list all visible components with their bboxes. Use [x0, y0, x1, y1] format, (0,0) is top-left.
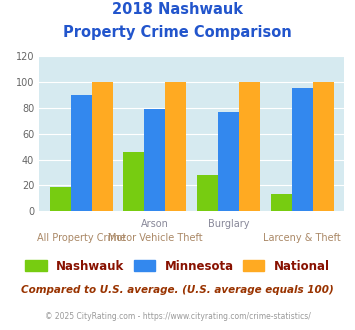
- Bar: [197, 175, 218, 211]
- Bar: [92, 82, 113, 211]
- Bar: [313, 82, 334, 211]
- Bar: [144, 109, 165, 211]
- Text: Motor Vehicle Theft: Motor Vehicle Theft: [108, 233, 202, 243]
- Text: © 2025 CityRating.com - https://www.cityrating.com/crime-statistics/: © 2025 CityRating.com - https://www.city…: [45, 312, 310, 321]
- Bar: [123, 152, 144, 211]
- Bar: [271, 194, 292, 211]
- Bar: [239, 82, 260, 211]
- Bar: [165, 82, 186, 211]
- Text: Property Crime Comparison: Property Crime Comparison: [63, 25, 292, 40]
- Text: Compared to U.S. average. (U.S. average equals 100): Compared to U.S. average. (U.S. average …: [21, 285, 334, 295]
- Bar: [71, 95, 92, 211]
- Text: Burglary: Burglary: [208, 219, 249, 229]
- Text: Larceny & Theft: Larceny & Theft: [263, 233, 341, 243]
- Text: 2018 Nashwauk: 2018 Nashwauk: [112, 2, 243, 16]
- Legend: Nashwauk, Minnesota, National: Nashwauk, Minnesota, National: [21, 255, 334, 278]
- Bar: [218, 112, 239, 211]
- Text: Arson: Arson: [141, 219, 169, 229]
- Bar: [292, 88, 313, 211]
- Text: All Property Crime: All Property Crime: [37, 233, 126, 243]
- Bar: [50, 187, 71, 211]
